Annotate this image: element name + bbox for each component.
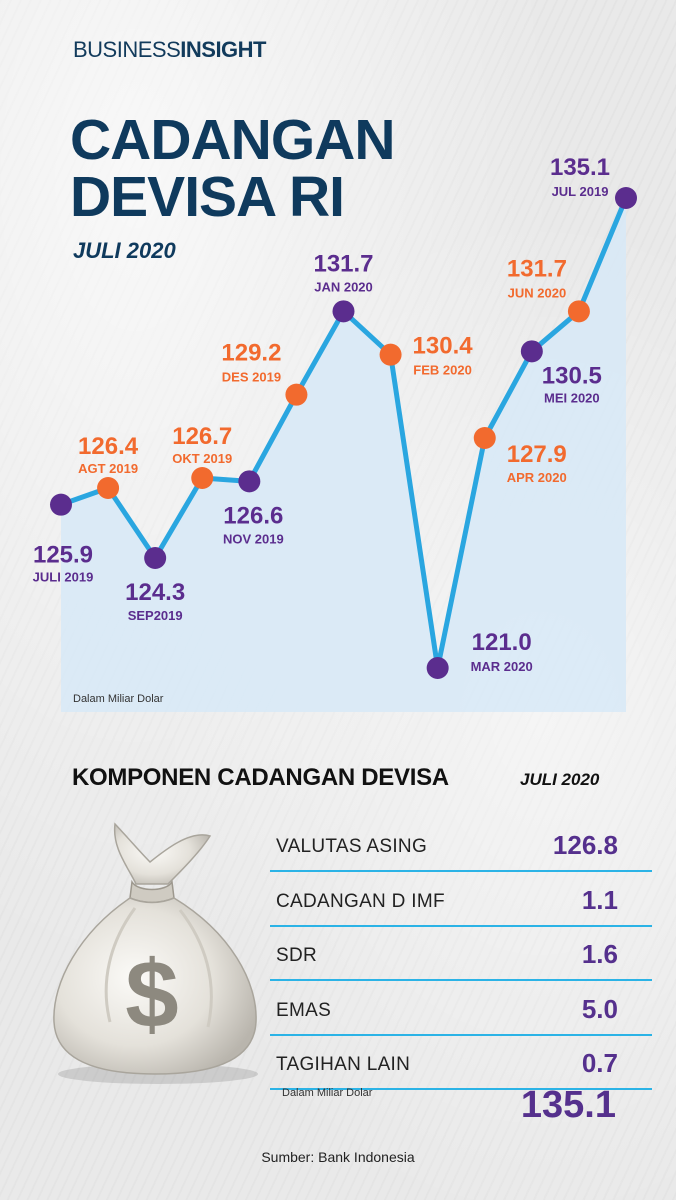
brand-part-business: BUSINESS [73,37,181,62]
data-point [520,340,543,363]
money-bag-icon: $ [53,822,258,1084]
data-value-label: 121.0 [472,629,532,656]
data-point [144,547,167,569]
title-line-2: DEVISA RI [70,165,345,229]
data-category-label: SEP2019 [128,608,183,623]
chart-unit-note: Dalam Miliar Dolar [73,693,164,705]
component-value: 1.6 [581,939,618,969]
components-list: VALUTAS ASING 126.8 CADANGAN D IMF 1.1 SDR 1.… [270,826,652,1099]
component-row: VALUTAS ASING 126.8 [270,826,652,872]
data-value-label: 125.9 [33,542,93,569]
svg-text:$: $ [125,941,178,1048]
components-total: 135.1 [520,1084,616,1126]
component-value: 1.1 [581,884,618,915]
data-category-label: DES 2019 [222,370,281,385]
data-point [285,383,308,406]
component-row: EMAS 5.0 [270,990,652,1036]
components-date: JULI 2020 [520,770,600,789]
component-row: TAGIHAN LAIN 0.7 [270,1044,652,1090]
data-value-label: 124.3 [125,579,185,606]
data-category-label: OKT 2019 [172,451,232,466]
data-value-label: 135.1 [550,154,610,181]
data-category-label: NOV 2019 [223,531,284,546]
component-row: CADANGAN D IMF 1.1 [270,881,652,927]
data-category-label: JUL 2019 [552,184,609,199]
chart-area [61,198,626,712]
component-row: SDR 1.6 [270,935,652,981]
component-label: EMAS [276,999,332,1021]
data-category-label: MEI 2020 [544,390,600,405]
data-value-label: 126.4 [78,433,139,460]
components-title: KOMPONEN CADANGAN DEVISA [72,764,449,791]
component-label: VALUTAS ASING [276,836,428,857]
data-point [567,300,590,323]
data-point [426,657,449,679]
page-subtitle: JULI 2020 [73,238,176,263]
data-category-label: JAN 2020 [314,279,373,294]
data-point [332,300,355,323]
page-title: CADANGAN DEVISA RI [70,112,395,229]
data-value-label: 130.5 [542,362,602,389]
data-value-label: 131.7 [507,255,567,282]
data-value-label: 131.7 [313,250,373,277]
component-value: 5.0 [581,993,618,1024]
data-category-label: AGT 2019 [78,461,138,476]
source-note: Sumber: Bank Indonesia [261,1149,415,1165]
data-category-label: JULI 2019 [33,570,94,585]
data-category-label: MAR 2020 [471,659,533,674]
data-point [50,493,72,516]
component-label: TAGIHAN LAIN [276,1054,411,1075]
data-point [191,467,214,489]
component-value: 126.8 [552,830,618,860]
brand-logo: BUSINESSINSIGHT [73,37,266,63]
components-unit-note: Dalam Miliar Dolar [282,1087,373,1099]
data-value-label: 127.9 [507,441,567,468]
data-point [615,187,637,209]
brand-part-insight: INSIGHT [180,37,266,62]
data-value-label: 130.4 [413,333,474,360]
data-point [97,477,120,499]
data-category-label: JUN 2020 [508,285,567,300]
data-category-label: APR 2020 [507,470,567,485]
component-label: SDR [276,945,318,966]
component-value: 0.7 [581,1048,618,1078]
title-line-1: CADANGAN [70,108,395,172]
data-point [238,470,261,493]
data-point [473,427,496,449]
data-value-label: 126.6 [223,502,283,529]
data-value-label: 126.7 [172,423,232,450]
component-label: CADANGAN D IMF [276,890,445,912]
data-point [379,343,402,366]
data-value-label: 129.2 [221,340,281,367]
data-category-label: FEB 2020 [413,363,472,378]
